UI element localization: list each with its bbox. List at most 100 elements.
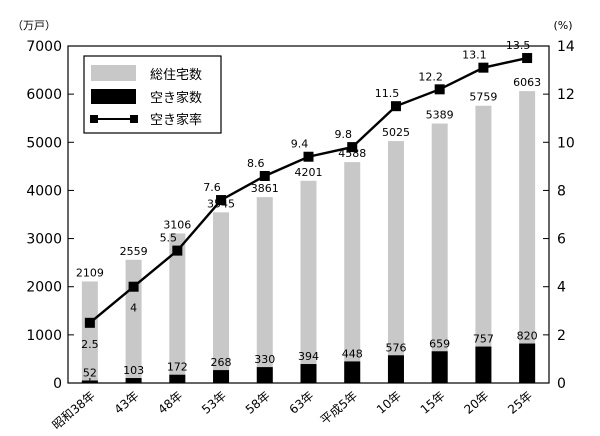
rate-marker-8 xyxy=(434,84,445,95)
rate-value-label-9: 13.1 xyxy=(462,49,487,62)
total-bar-2 xyxy=(169,233,186,383)
right-tick-label-0: 0 xyxy=(557,376,566,392)
rate-value-label-1: 4 xyxy=(130,302,137,315)
legend-swatch-rate-marker-left xyxy=(90,115,98,123)
total-value-label-1: 2559 xyxy=(120,245,148,258)
left-tick-label-3: 3000 xyxy=(26,232,62,248)
rate-value-label-6: 9.8 xyxy=(334,128,352,141)
left-tick-label-5: 5000 xyxy=(26,135,62,151)
total-value-label-5: 4201 xyxy=(295,166,323,179)
vacant-value-label-7: 576 xyxy=(385,341,406,354)
left-tick-label-2: 2000 xyxy=(26,280,62,296)
vacant-bar-8 xyxy=(431,351,448,383)
rate-marker-1 xyxy=(128,281,139,292)
vacant-value-label-5: 394 xyxy=(298,350,319,363)
legend-label-vacant: 空き家数 xyxy=(150,90,202,106)
right-tick-label-6: 12 xyxy=(557,87,575,103)
vacant-value-label-2: 172 xyxy=(167,361,188,374)
total-value-label-0: 2109 xyxy=(76,266,104,279)
total-value-label-10: 6063 xyxy=(513,76,541,89)
total-bar-9 xyxy=(475,105,492,383)
vacant-bar-9 xyxy=(475,346,492,383)
data-labels: 2109 2559 3106 3545 3861 4201 4588 5025 5389 5759… xyxy=(76,39,541,379)
total-bar-0 xyxy=(81,281,98,383)
vacant-value-label-6: 448 xyxy=(342,347,363,360)
legend-swatch-rate-marker-right xyxy=(130,115,138,123)
vacant-value-label-4: 330 xyxy=(254,353,275,366)
rate-value-label-3: 7.6 xyxy=(203,181,221,194)
rate-marker-7 xyxy=(390,101,401,112)
vacant-bar-10 xyxy=(519,343,536,383)
x-tick-label-4: 58年 xyxy=(243,389,273,417)
rate-value-label-8: 12.2 xyxy=(418,70,443,83)
total-bar-7 xyxy=(387,141,404,383)
x-tick-label-9: 20年 xyxy=(461,389,491,417)
vacant-value-label-10: 820 xyxy=(517,330,538,343)
vacancy-rate-line xyxy=(84,53,533,328)
vacant-value-label-9: 757 xyxy=(473,333,494,346)
legend-swatch-total xyxy=(91,65,136,81)
right-tick-label-7: 14 xyxy=(557,39,575,55)
rate-marker-3 xyxy=(216,195,227,206)
right-tick-label-2: 4 xyxy=(557,280,566,296)
x-tick-label-3: 53年 xyxy=(199,389,229,417)
rate-value-label-5: 9.4 xyxy=(291,138,309,151)
x-tick-label-1: 43年 xyxy=(112,389,142,417)
rate-value-label-0: 2.5 xyxy=(81,338,99,351)
rate-marker-2 xyxy=(172,245,183,256)
rate-value-label-2: 5.5 xyxy=(160,232,178,245)
left-axis-unit: （万戸） xyxy=(12,19,56,32)
rate-value-label-4: 8.6 xyxy=(247,157,265,170)
vacant-value-label-1: 103 xyxy=(123,364,144,377)
x-tick-label-8: 15年 xyxy=(418,389,448,417)
vacant-bar-5 xyxy=(300,364,317,383)
right-tick-label-3: 6 xyxy=(557,232,566,248)
left-tick-label-1: 1000 xyxy=(26,328,62,344)
total-bar-8 xyxy=(431,123,448,384)
total-value-label-9: 5759 xyxy=(469,91,497,104)
rate-marker-4 xyxy=(259,170,270,181)
right-tick-label-1: 2 xyxy=(557,328,566,344)
x-tick-label-5: 63年 xyxy=(287,389,317,417)
vacant-value-label-8: 659 xyxy=(429,337,450,350)
right-tick-label-5: 10 xyxy=(557,135,575,151)
total-value-label-2: 3106 xyxy=(163,218,191,231)
legend-label-rate: 空き家率 xyxy=(150,112,202,128)
x-tick-label-10: 25年 xyxy=(505,389,535,417)
total-value-label-8: 5389 xyxy=(426,109,454,122)
right-tick-label-4: 8 xyxy=(557,183,566,199)
x-tick-label-2: 48年 xyxy=(155,389,185,417)
rate-marker-5 xyxy=(303,151,314,162)
left-tick-label-7: 7000 xyxy=(26,39,62,55)
total-bar-10 xyxy=(519,91,536,383)
vacant-bar-6 xyxy=(344,361,361,383)
legend: 総住宅数 空き家数 空き家率 xyxy=(83,55,222,134)
total-value-label-6: 4588 xyxy=(338,147,366,160)
vacant-bar-4 xyxy=(256,367,273,383)
left-tick-label-0: 0 xyxy=(53,376,62,392)
vacant-value-label-3: 268 xyxy=(211,356,232,369)
rate-value-label-10: 13.5 xyxy=(506,39,531,52)
rate-marker-9 xyxy=(478,62,489,73)
rate-value-label-7: 11.5 xyxy=(375,87,400,100)
total-value-label-3: 3545 xyxy=(207,197,235,210)
vacant-bar-7 xyxy=(387,355,404,383)
x-tick-label-0: 昭和38年 xyxy=(50,389,98,433)
left-tick-label-6: 6000 xyxy=(26,87,62,103)
total-value-label-4: 3861 xyxy=(251,182,279,195)
vacant-housing-bars xyxy=(81,343,536,383)
total-bar-4 xyxy=(256,197,273,383)
vacant-value-label-0: 52 xyxy=(83,366,97,379)
right-axis-unit: (%) xyxy=(553,19,572,32)
vacant-bar-3 xyxy=(213,370,230,383)
total-value-label-7: 5025 xyxy=(382,126,410,139)
left-tick-label-4: 4000 xyxy=(26,183,62,199)
total-housing-bars xyxy=(81,91,536,384)
x-tick-label-6: 平成5年 xyxy=(318,389,360,428)
total-bar-6 xyxy=(344,162,361,383)
total-bar-3 xyxy=(213,212,230,383)
rate-marker-6 xyxy=(347,142,358,153)
legend-label-total: 総住宅数 xyxy=(150,68,202,83)
x-tick-label-7: 10年 xyxy=(374,389,404,417)
